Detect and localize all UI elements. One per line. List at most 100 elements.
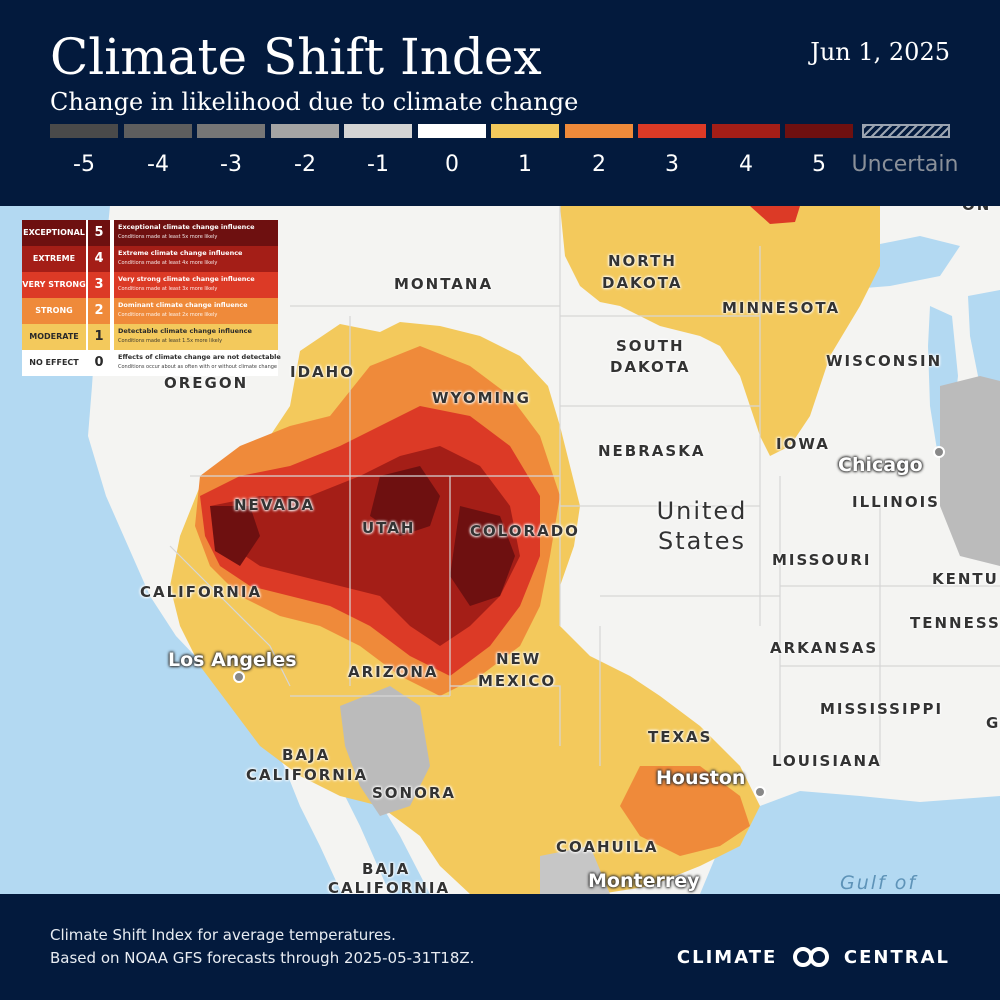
page-title: Climate Shift Index	[50, 28, 542, 86]
scale-swatch-3	[638, 124, 706, 138]
scale-swatch-minus5	[50, 124, 118, 138]
state-label-illinois: ILLINOIS	[852, 493, 940, 511]
state-label-colorado: COLORADO	[470, 522, 580, 540]
legend-description: Very strong climate change influence Con…	[114, 272, 278, 298]
state-label-north-dakota-2: DAKOTA	[602, 274, 683, 292]
state-label-wisconsin: WISCONSIN	[826, 352, 943, 370]
state-label-north-dakota-1: NORTH	[608, 252, 677, 270]
legend-desc-subtitle: Conditions made at least 3x more likely	[118, 286, 218, 292]
state-label-sonora: SONORA	[372, 784, 457, 802]
city-marker-los-angeles	[233, 671, 245, 683]
legend-desc-subtitle: Conditions occur about as often with or …	[118, 364, 278, 370]
state-label-baja-california-sur-1: BAJA	[362, 860, 411, 878]
state-label-south-dakota-1: SOUTH	[616, 337, 685, 355]
state-label-louisiana: LOUISIANA	[772, 752, 882, 770]
scale-label: -2	[294, 152, 316, 177]
scale-swatch-minus3	[197, 124, 265, 138]
scale-swatch-0	[418, 124, 486, 138]
legend-row-no-effect: NO EFFECT 0 Effects of climate change ar…	[22, 350, 281, 376]
state-label-montana: MONTANA	[394, 275, 494, 293]
country-label-line-2: States	[657, 527, 747, 555]
legend-desc-title: Dominant climate change influence	[118, 301, 248, 309]
state-label-nevada: NEVADA	[234, 496, 316, 514]
header: Climate Shift Index Change in likelihood…	[0, 0, 1000, 206]
scale-label: -3	[220, 152, 242, 177]
legend-level: 4	[88, 246, 110, 272]
state-label-missouri: MISSOURI	[772, 551, 872, 569]
city-marker-chicago	[933, 446, 945, 458]
state-label-wyoming: WYOMING	[432, 389, 531, 407]
scale-swatch-1	[491, 124, 559, 138]
state-label-minnesota: MINNESOTA	[722, 299, 841, 317]
legend-category: NO EFFECT	[22, 350, 86, 376]
state-label-baja-california-1: BAJA	[282, 746, 331, 764]
footer-note-line-1: Climate Shift Index for average temperat…	[50, 926, 396, 944]
legend-desc-subtitle: Conditions made at least 1.5x more likel…	[118, 338, 223, 344]
state-label-tennessee: TENNESS	[910, 614, 1000, 632]
scale-label: 3	[665, 152, 679, 177]
csi-region-texas-strong	[620, 766, 750, 856]
legend-row-strong: STRONG 2 Dominant climate change influen…	[22, 298, 278, 324]
legend-category: EXCEPTIONAL	[22, 220, 86, 246]
legend-category: EXTREME	[22, 246, 86, 272]
legend-category: VERY STRONG	[22, 272, 86, 298]
state-label-utah: UTAH	[362, 519, 416, 537]
legend-row-extreme: EXTREME 4 Extreme climate change influen…	[22, 246, 278, 272]
csi-spot-north	[750, 206, 800, 224]
map-canvas	[0, 206, 1000, 894]
date-label: Jun 1, 2025	[810, 38, 950, 66]
city-label-chicago: Chicago	[838, 454, 923, 476]
legend-level: 1	[88, 324, 110, 350]
state-label-nebraska: NEBRASKA	[598, 442, 706, 460]
lake-huron	[968, 290, 1000, 406]
footer-note-line-2: Based on NOAA GFS forecasts through 2025…	[50, 949, 475, 967]
csi-region-west-extreme	[210, 446, 520, 646]
gulf-of-mexico	[700, 791, 1000, 894]
page-subtitle: Change in likelihood due to climate chan…	[50, 88, 579, 116]
state-label-baja-california-2: CALIFORNIA	[246, 766, 369, 784]
scale-label: 5	[812, 152, 826, 177]
scale-swatch-minus2	[271, 124, 339, 138]
scale-swatch-5	[785, 124, 853, 138]
legend-description: Detectable climate change influence Cond…	[114, 324, 278, 350]
csi-region-utah-exceptional	[370, 466, 440, 536]
water-label-gulf: Gulf of	[840, 872, 918, 894]
state-label-iowa: IOWA	[776, 435, 830, 453]
region-label-corner-fragment: ON	[962, 206, 991, 214]
scale-label: -4	[147, 152, 169, 177]
legend-level: 0	[88, 350, 110, 376]
state-label-california: CALIFORNIA	[140, 583, 263, 601]
color-scale: -5 -4 -3 -2 -1 0 1 2 3 4 5 Uncertain	[50, 124, 960, 184]
legend-description: Extreme climate change influence Conditi…	[114, 246, 278, 272]
scale-swatch-4	[712, 124, 780, 138]
state-label-arkansas: ARKANSAS	[770, 639, 879, 657]
state-label-coahuila: COAHUILA	[556, 838, 659, 856]
legend-desc-title: Extreme climate change influence	[118, 249, 243, 257]
state-label-baja-california-sur-2: CALIFORNIA	[328, 879, 451, 894]
legend-row-moderate: MODERATE 1 Detectable climate change inf…	[22, 324, 278, 350]
state-label-arizona: ARIZONA	[348, 663, 439, 681]
legend-desc-subtitle: Conditions made at least 5x more likely	[118, 234, 218, 240]
state-label-mississippi: MISSISSIPPI	[820, 700, 944, 718]
state-label-texas: TEXAS	[648, 728, 713, 746]
city-label-los-angeles: Los Angeles	[168, 649, 297, 671]
state-label-new-mexico-1: NEW	[496, 650, 542, 668]
climate-central-logo-icon	[792, 947, 829, 967]
map[interactable]: MONTANA NORTH DAKOTA MINNESOTA SOUTH DAK…	[0, 206, 1000, 894]
uncertain-sonora	[340, 686, 430, 816]
scale-label: 4	[739, 152, 753, 177]
country-label-line-1: United	[656, 497, 748, 525]
uncertain-east	[940, 376, 1000, 566]
scale-label: 1	[518, 152, 532, 177]
legend-desc-subtitle: Conditions made at least 2x more likely	[118, 312, 218, 318]
scale-label: -1	[367, 152, 389, 177]
csi-region-north	[560, 206, 880, 456]
scale-label-uncertain: Uncertain	[851, 152, 959, 177]
legend-description: Effects of climate change are not detect…	[114, 350, 281, 376]
legend-category: MODERATE	[22, 324, 86, 350]
state-label-georgia-fragment: G	[986, 714, 1000, 732]
legend-level: 2	[88, 298, 110, 324]
legend-row-very-strong: VERY STRONG 3 Very strong climate change…	[22, 272, 278, 298]
legend-level: 3	[88, 272, 110, 298]
